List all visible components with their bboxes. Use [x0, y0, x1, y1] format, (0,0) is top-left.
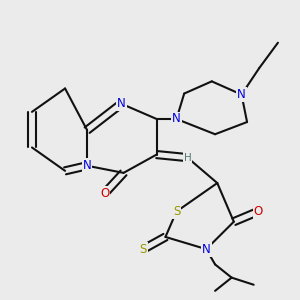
- Text: N: N: [237, 88, 246, 101]
- Text: N: N: [202, 243, 211, 256]
- Text: N: N: [117, 97, 126, 110]
- Text: S: S: [140, 243, 147, 256]
- Text: N: N: [83, 159, 92, 172]
- Text: S: S: [173, 205, 180, 218]
- Text: N: N: [172, 112, 181, 125]
- Text: H: H: [184, 153, 191, 163]
- Text: O: O: [100, 187, 110, 200]
- Text: O: O: [254, 205, 263, 218]
